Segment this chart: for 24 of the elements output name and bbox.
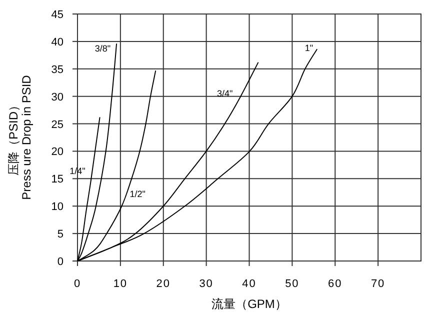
y-tick-label: 45 — [51, 9, 64, 21]
x-tick-label: 40 — [242, 278, 256, 290]
x-tick-label: 30 — [199, 278, 214, 290]
y-tick-label: 10 — [51, 201, 64, 214]
series-label: 3/8" — [94, 44, 111, 54]
y-tick-label: 20 — [51, 146, 64, 158]
y-tick-label: 25 — [51, 118, 64, 131]
series-label: 3/4" — [216, 88, 233, 98]
x-tick-label: 70 — [370, 278, 386, 290]
series-label: 1" — [304, 43, 314, 54]
x-tick-label: 0 — [74, 278, 82, 290]
x-axis-title: 流量（GPM） — [212, 297, 287, 311]
y-tick-label: 30 — [51, 91, 64, 104]
y-tick-label: 40 — [51, 36, 64, 48]
y-tick-label: 0 — [57, 256, 64, 268]
y-tick-label: 15 — [51, 174, 64, 186]
x-tick-label: 60 — [328, 278, 342, 290]
y-tick-label: 5 — [57, 228, 64, 241]
x-tick-label: 20 — [156, 278, 170, 290]
y-tick-label: 35 — [51, 64, 64, 76]
x-tick-label: 50 — [285, 278, 300, 290]
y-axis-title: 压降（PSID） Press ure Drop in PSID — [6, 74, 34, 200]
series-label: 1/2" — [130, 189, 146, 200]
x-tick-label: 10 — [113, 278, 128, 290]
